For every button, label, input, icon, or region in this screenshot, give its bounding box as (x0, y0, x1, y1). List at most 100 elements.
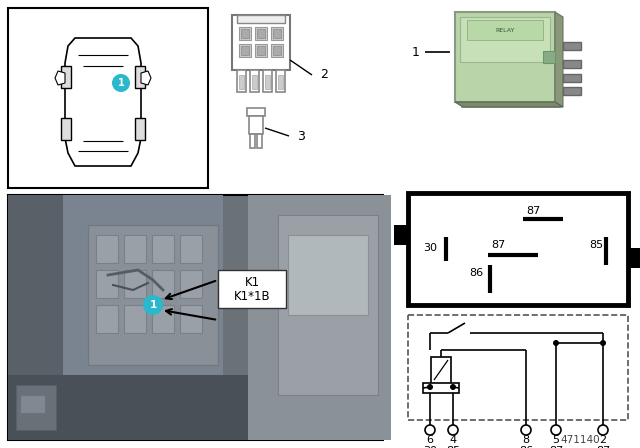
Text: 1: 1 (412, 46, 420, 59)
Text: 87: 87 (491, 240, 505, 250)
Circle shape (448, 425, 458, 435)
Bar (423, 383, 459, 393)
Text: 3: 3 (297, 129, 305, 142)
Bar (431, 357, 451, 385)
Bar (278, 215, 378, 395)
Bar (628, 248, 640, 268)
Bar (237, 70, 246, 92)
Bar (20, 395, 45, 413)
Text: 1: 1 (149, 300, 157, 310)
Circle shape (143, 295, 163, 315)
Bar (88, 225, 218, 365)
Bar (124, 270, 146, 298)
Bar (263, 70, 272, 92)
Text: 86: 86 (469, 268, 483, 278)
Text: K1: K1 (244, 276, 260, 289)
Bar (250, 70, 259, 92)
Circle shape (450, 384, 456, 390)
Bar (257, 134, 262, 148)
Bar (241, 46, 249, 55)
Bar (563, 87, 581, 95)
Text: 86: 86 (519, 446, 533, 448)
Bar (135, 118, 145, 140)
Bar (563, 42, 581, 50)
Bar (278, 75, 283, 89)
Bar (257, 29, 265, 38)
Bar (241, 29, 249, 38)
Bar (249, 116, 263, 134)
Bar (394, 225, 408, 245)
Bar (180, 305, 202, 333)
Bar (8, 8, 208, 188)
Bar (408, 315, 628, 420)
Bar (239, 75, 244, 89)
Bar (152, 270, 174, 298)
Bar (135, 66, 145, 88)
Bar (271, 44, 283, 57)
Bar (257, 46, 265, 55)
Bar (467, 20, 543, 40)
Circle shape (551, 425, 561, 435)
Text: 5: 5 (552, 435, 559, 445)
Text: 471140: 471140 (561, 435, 600, 445)
Bar (543, 51, 555, 63)
Text: 1: 1 (118, 78, 124, 88)
Text: 8: 8 (522, 435, 529, 445)
Polygon shape (455, 102, 563, 107)
Bar (180, 270, 202, 298)
Bar (96, 305, 118, 333)
Bar (218, 270, 286, 308)
Bar (8, 375, 383, 440)
Text: 30: 30 (423, 243, 437, 253)
Polygon shape (555, 12, 563, 107)
Bar (237, 15, 285, 23)
Circle shape (600, 340, 606, 346)
Bar (265, 75, 270, 89)
Bar (563, 60, 581, 68)
Polygon shape (65, 38, 141, 166)
Bar (255, 44, 267, 57)
Bar (124, 305, 146, 333)
Text: 85: 85 (589, 240, 603, 250)
Bar (232, 15, 290, 70)
Bar (239, 27, 251, 40)
Polygon shape (8, 195, 63, 440)
Bar (61, 66, 71, 88)
Bar (16, 385, 56, 430)
Bar (8, 195, 383, 440)
Text: 85: 85 (446, 446, 460, 448)
Text: 87: 87 (549, 446, 563, 448)
Polygon shape (55, 71, 65, 85)
Text: 2: 2 (600, 435, 607, 445)
Bar (273, 29, 281, 38)
Bar (247, 108, 265, 116)
Bar (252, 75, 257, 89)
Bar (455, 12, 555, 102)
Polygon shape (141, 71, 151, 85)
Text: RELAY: RELAY (495, 27, 515, 33)
Circle shape (425, 425, 435, 435)
Text: 87: 87 (596, 446, 610, 448)
Bar (255, 27, 267, 40)
Text: 6: 6 (426, 435, 433, 445)
Bar (461, 18, 561, 108)
Circle shape (598, 425, 608, 435)
Bar (460, 17, 550, 62)
Bar (124, 235, 146, 263)
Bar (180, 235, 202, 263)
Circle shape (112, 74, 130, 92)
Bar (288, 235, 368, 315)
Bar (96, 235, 118, 263)
Bar (63, 195, 223, 440)
Bar (408, 193, 628, 305)
Bar (563, 74, 581, 82)
Circle shape (553, 340, 559, 346)
Circle shape (521, 425, 531, 435)
Circle shape (427, 384, 433, 390)
Text: 30: 30 (423, 446, 437, 448)
Text: K1*1B: K1*1B (234, 289, 270, 302)
Bar (152, 305, 174, 333)
Bar (152, 235, 174, 263)
Bar (250, 134, 255, 148)
Text: 2: 2 (320, 69, 328, 82)
